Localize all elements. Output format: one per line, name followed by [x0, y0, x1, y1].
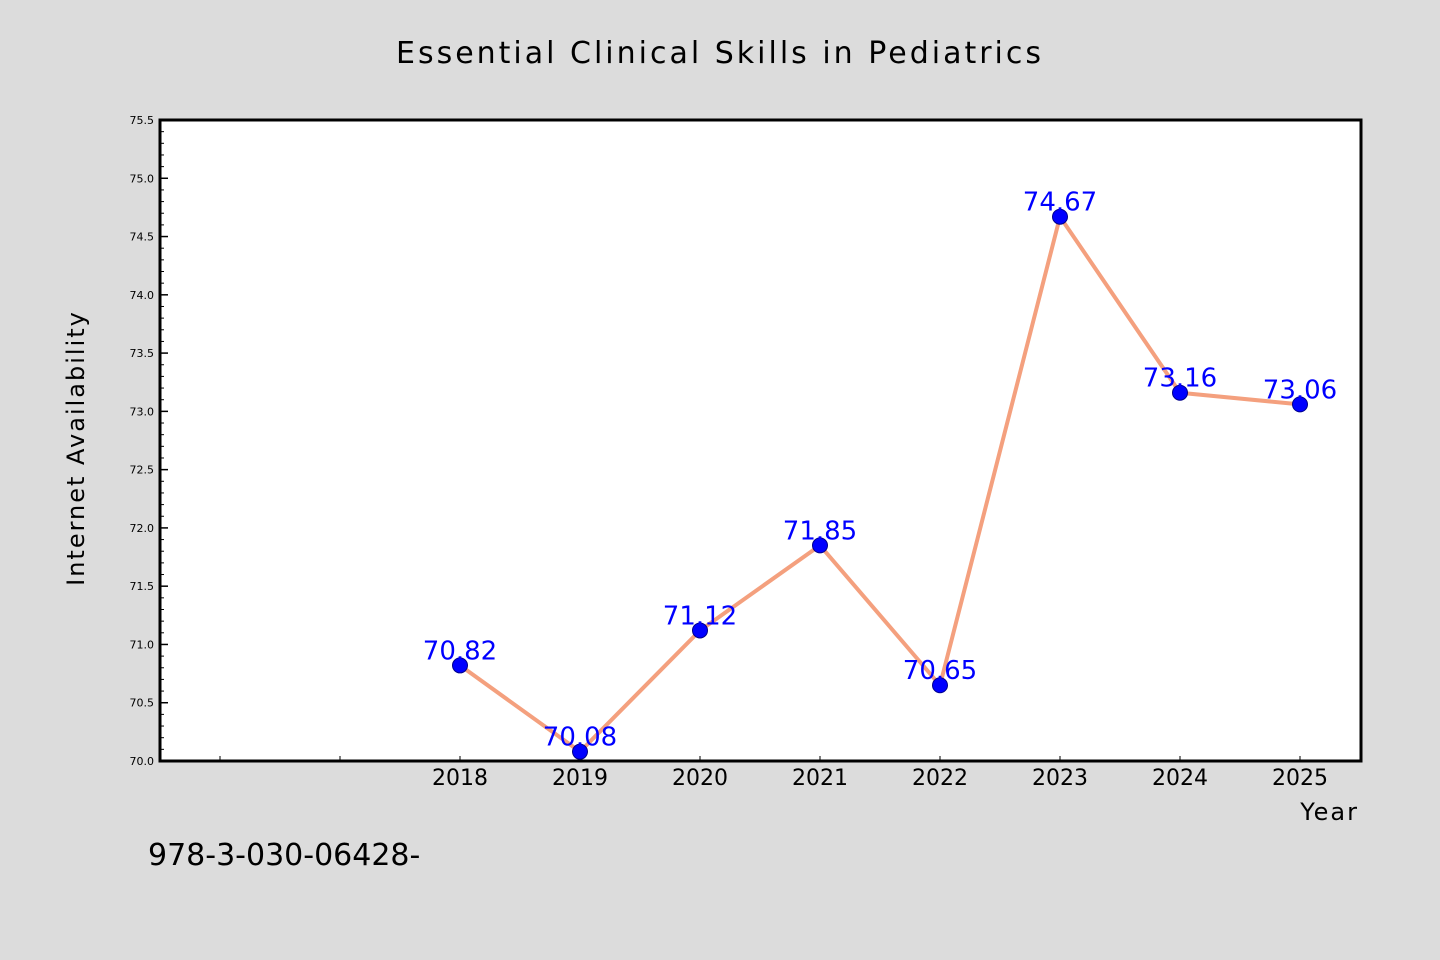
x-tick-label: 2023	[1032, 766, 1088, 791]
y-tick-label: 73.5	[130, 347, 155, 360]
x-tick-label: 2020	[672, 766, 728, 791]
x-tick-label: 2025	[1272, 766, 1328, 791]
x-tick-label: 2018	[432, 766, 488, 791]
series-line	[458, 214, 1301, 754]
data-series: 70.82 70.08 71.12 71.85 70.65 74.67 73.16 73.06	[423, 188, 1337, 760]
y-axis-label: Internet Availability	[62, 310, 90, 586]
data-point	[452, 657, 468, 674]
data-point	[572, 743, 588, 760]
data-label: 70.65	[903, 656, 977, 686]
x-axis: 2018 2019 2020 2021 2022 2023 2024 2025	[219, 756, 1328, 791]
data-point	[812, 537, 828, 554]
y-tick-label: 75.5	[130, 114, 155, 127]
chart-title: Essential Clinical Skills in Pediatrics	[396, 36, 1044, 71]
data-label: 73.06	[1263, 375, 1337, 405]
data-label: 71.12	[663, 601, 737, 631]
y-tick-label: 73.0	[130, 405, 155, 418]
y-tick-label: 71.0	[130, 638, 155, 651]
y-tick-label: 75.0	[130, 172, 155, 185]
y-tick-label: 74.0	[130, 289, 155, 302]
y-tick-label: 74.5	[130, 231, 155, 244]
data-label: 73.16	[1143, 364, 1217, 394]
footer-text: 978-3-030-06428-	[148, 838, 420, 873]
x-axis-label: Year	[1299, 798, 1359, 826]
data-point	[1052, 208, 1068, 225]
y-tick-label: 71.5	[130, 580, 155, 593]
y-tick-label: 72.0	[130, 522, 155, 535]
y-tick-label: 70.0	[130, 755, 155, 768]
x-tick-label: 2021	[792, 766, 848, 791]
data-point	[692, 622, 708, 639]
y-tick-label: 72.5	[130, 464, 155, 477]
x-tick-label: 2022	[912, 766, 968, 791]
data-label: 70.82	[423, 636, 497, 666]
data-point	[932, 677, 948, 694]
y-tick-label: 70.5	[130, 697, 155, 710]
x-tick-label: 2024	[1152, 766, 1208, 791]
data-point	[1292, 396, 1308, 413]
data-label: 71.85	[783, 516, 857, 546]
data-label: 70.08	[543, 723, 617, 753]
data-label: 74.67	[1023, 188, 1097, 218]
x-tick-label: 2019	[552, 766, 608, 791]
y-axis: 70.0 70.5 71.0 71.5 72.0 72.5 73.0 73.5 74.0 74.5…	[130, 114, 168, 768]
data-point	[1172, 384, 1188, 401]
plot-area	[158, 118, 1363, 763]
